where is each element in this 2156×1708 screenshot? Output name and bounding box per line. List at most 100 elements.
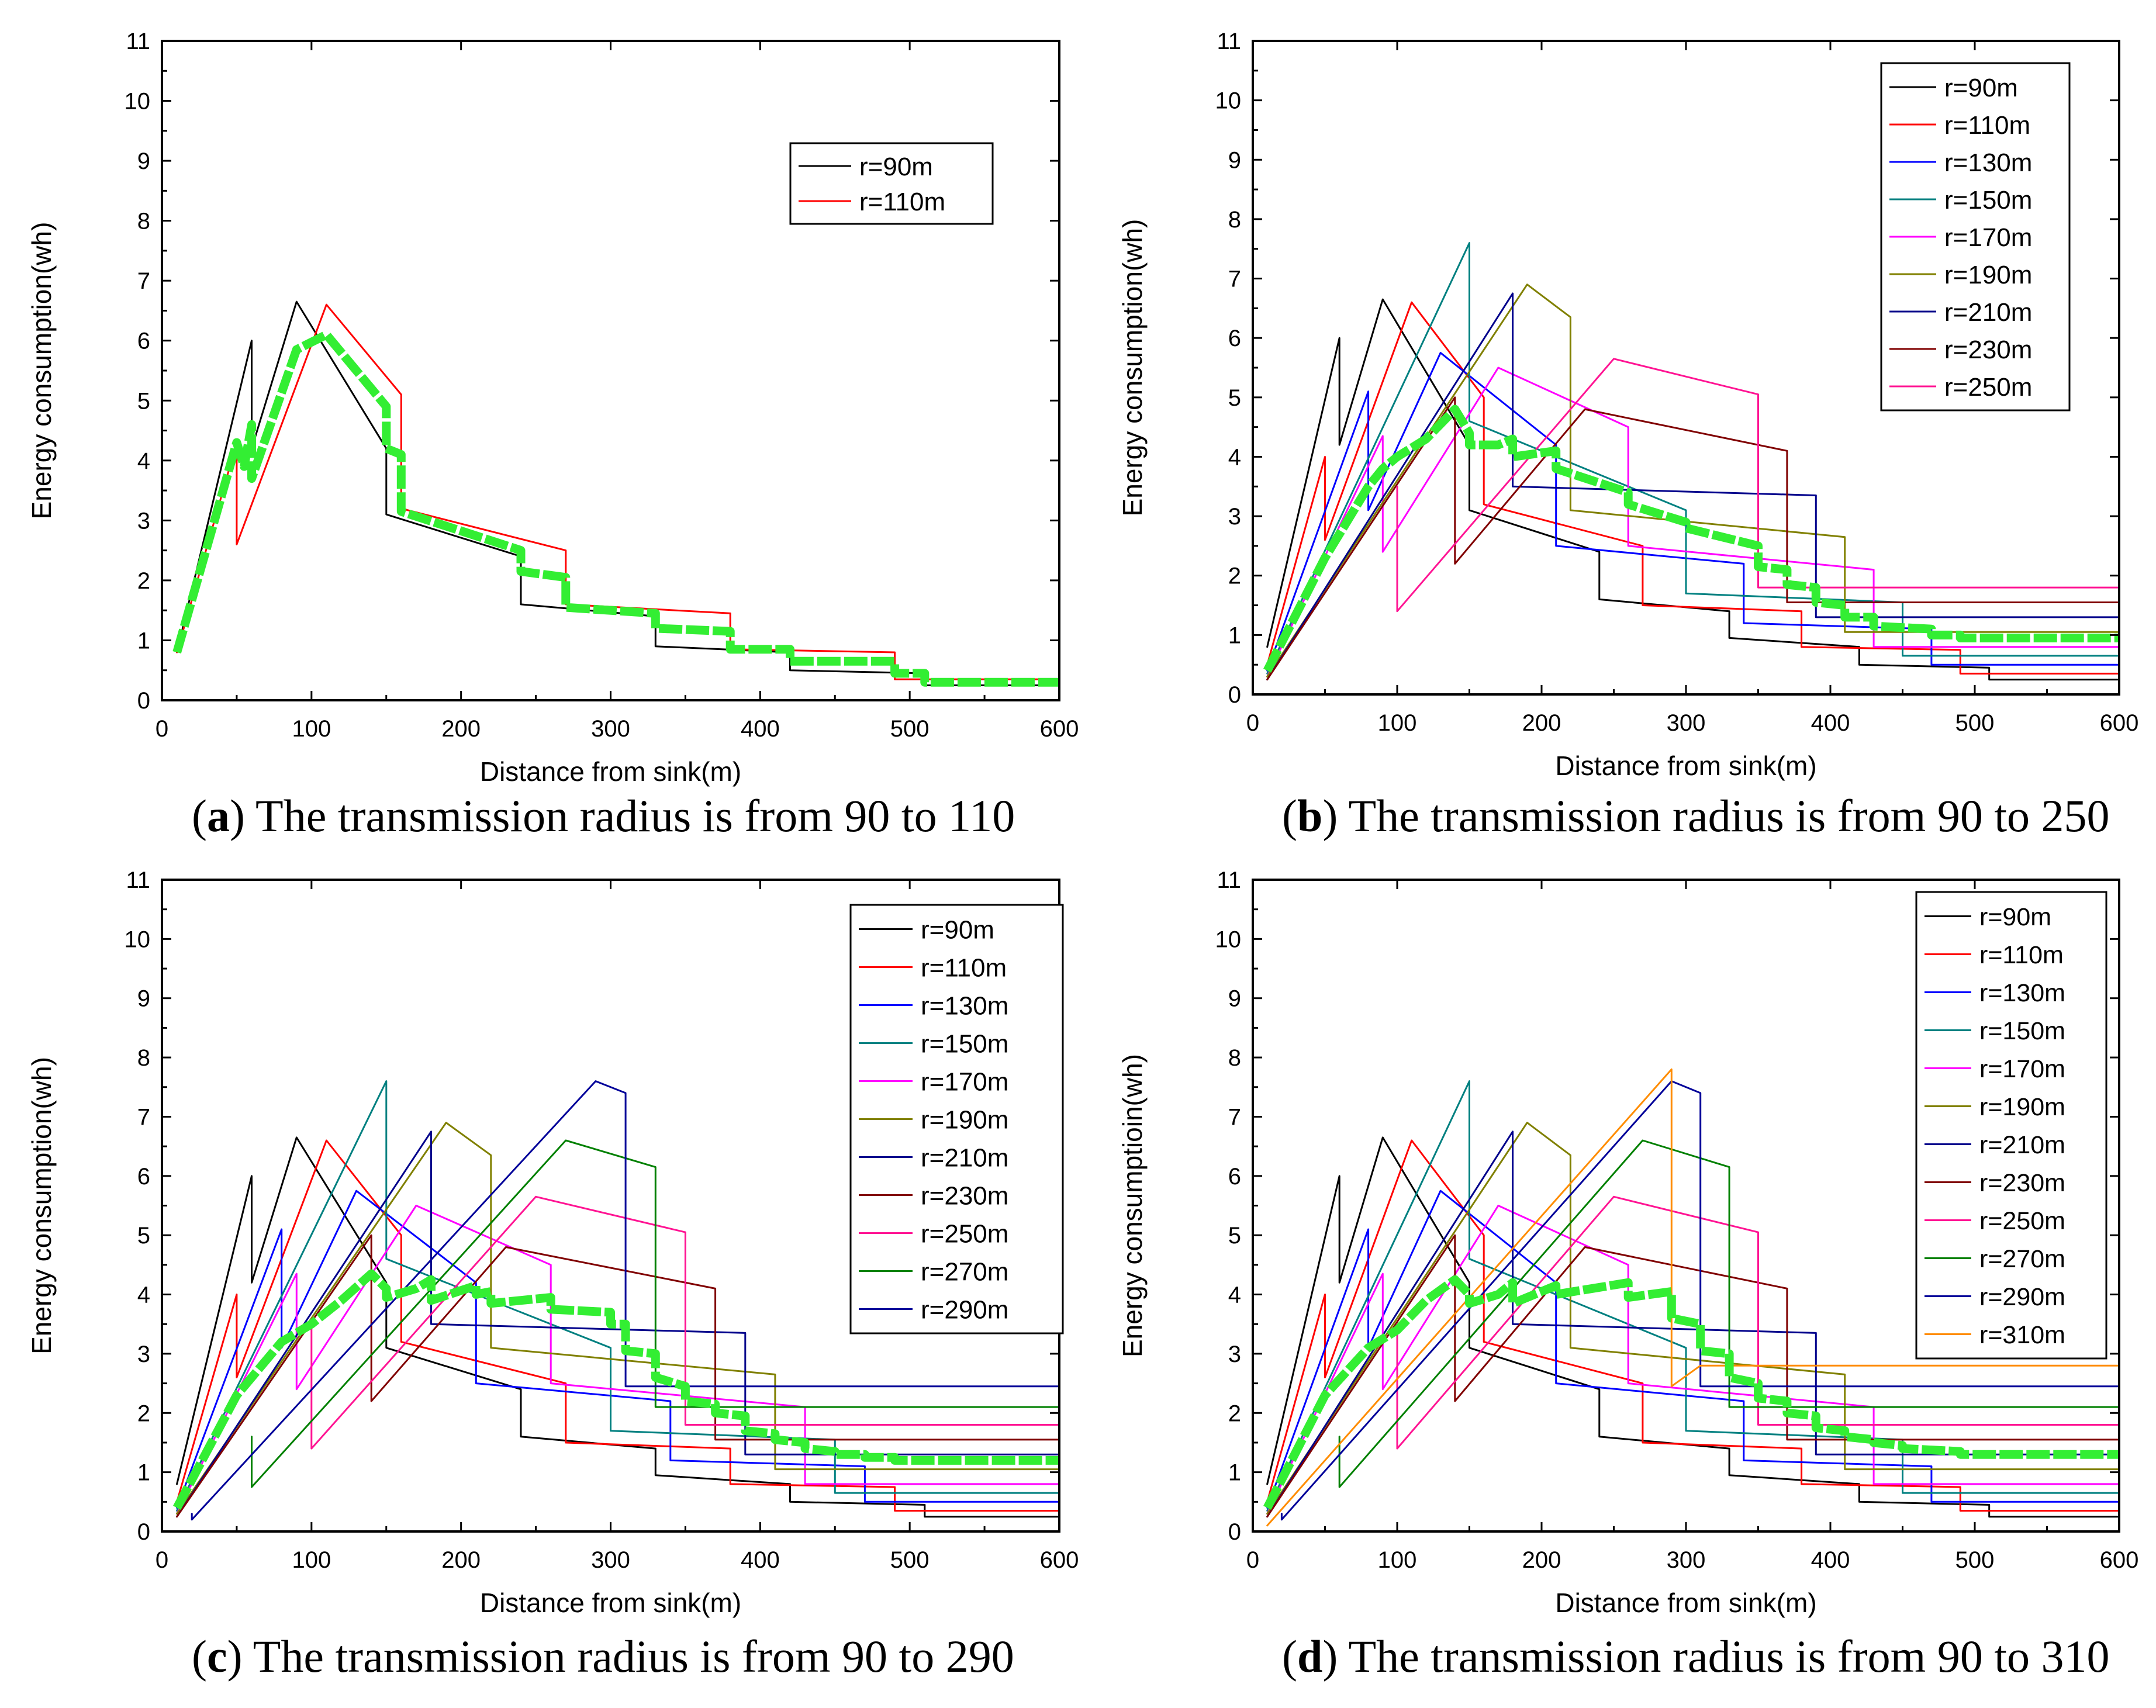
y-tick-label: 5 — [1228, 1223, 1241, 1249]
y-tick-label: 10 — [125, 926, 151, 952]
x-tick-label: 600 — [1040, 716, 1079, 742]
y-tick-label: 8 — [1228, 1045, 1241, 1071]
y-tick-label: 9 — [1228, 147, 1241, 173]
chart-a: 0 100 200 300 400 500 600 0 1 2 3 4 5 6 7 8 9 10 11 Distanc… — [26, 29, 1079, 841]
chart-b: 0 100 200 300 400 500 600 0 1 2 3 4 5 6 7 8 9 10 11 Distanc… — [1117, 29, 2138, 841]
legend-label: r=250m — [1944, 373, 2032, 402]
legend-label: r=170m — [921, 1067, 1008, 1096]
legend-label: r=210m — [921, 1143, 1008, 1172]
y-tick-label: 10 — [125, 89, 151, 115]
legend-label: r=190m — [1944, 261, 2032, 289]
x-tick-label: 100 — [292, 1547, 331, 1573]
x-axis-label: Distance from sink(m) — [1555, 751, 1816, 781]
y-tick-label: 0 — [1228, 682, 1241, 708]
series-optimal-line — [1263, 1275, 2119, 1510]
series-group — [1263, 1068, 2119, 1527]
series-line-r90m — [1266, 298, 2119, 681]
x-tick-label: 400 — [1811, 1547, 1850, 1573]
series-line-r90m — [1266, 1136, 2119, 1518]
x-tick-label: 0 — [156, 716, 168, 742]
legend-label: r=130m — [1979, 979, 2065, 1007]
series-line-r90m — [176, 1136, 1059, 1518]
legend-label: r=90m — [1944, 74, 2018, 102]
series-line-r90m — [176, 300, 1059, 686]
y-tick-label: 2 — [1228, 563, 1241, 589]
legend-label: r=90m — [1979, 903, 2051, 931]
chart-d: 0 100 200 300 400 500 600 0 1 2 3 4 5 6 7 8 9 10 11 Distanc… — [1117, 867, 2138, 1682]
y-tick-label: 1 — [1228, 1460, 1241, 1486]
series-line-r190m — [1266, 1122, 2119, 1515]
y-tick-label: 6 — [1228, 326, 1241, 351]
legend-box — [789, 142, 994, 225]
series-group — [1263, 242, 2119, 681]
y-tick-label: 4 — [1228, 1282, 1241, 1308]
y-tick-label: 4 — [1228, 444, 1241, 470]
caption-letter: c — [207, 1631, 227, 1682]
x-tick-label: 100 — [292, 716, 331, 742]
legend-label: r=90m — [921, 915, 994, 944]
legend-label: r=170m — [1944, 223, 2032, 252]
y-tick-label: 7 — [1228, 267, 1241, 292]
x-tick-label: 200 — [1522, 710, 1561, 736]
x-tick-label: 200 — [1522, 1547, 1561, 1573]
legend-label: r=250m — [1979, 1207, 2065, 1235]
x-tick-label: 0 — [1246, 710, 1259, 736]
legend-label: r=190m — [1979, 1093, 2065, 1121]
x-tick-label: 300 — [591, 1547, 630, 1573]
legend-label: r=150m — [921, 1029, 1008, 1058]
y-tick-label: 8 — [1228, 207, 1241, 233]
series-line-r230m — [1266, 1234, 2119, 1518]
y-tick-label: 0 — [137, 688, 150, 714]
legend-label: r=110m — [1979, 941, 2064, 969]
legend-label: r=230m — [1979, 1169, 2065, 1197]
series-line-r130m — [1266, 352, 2119, 672]
series-group — [172, 300, 1059, 687]
legend-label: r=130m — [1944, 148, 2032, 177]
legend-label: r=270m — [1979, 1245, 2065, 1273]
y-tick-label: 5 — [137, 1223, 150, 1249]
y-tick-label: 11 — [1217, 867, 1241, 893]
y-tick-label: 8 — [137, 1045, 150, 1071]
x-tick-label: 500 — [1955, 1547, 1995, 1573]
y-tick-label: 9 — [137, 148, 150, 174]
legend-label: r=190m — [921, 1105, 1008, 1134]
y-tick-label: 9 — [137, 986, 150, 1012]
y-tick-label: 11 — [126, 867, 150, 893]
x-tick-label: 200 — [441, 1547, 481, 1573]
legend-label: r=210m — [1979, 1131, 2065, 1159]
series-line-r110m — [176, 303, 1059, 680]
x-axis-label: Distance from sink(m) — [480, 1588, 741, 1618]
series-line-r110m — [1266, 301, 2119, 675]
y-tick-label: 6 — [137, 1164, 150, 1190]
y-tick-label: 3 — [137, 508, 150, 534]
x-tick-label: 100 — [1378, 1547, 1417, 1573]
series-line-r110m — [176, 1139, 1059, 1512]
caption-text: ) The transmission radius is from 90 to … — [1322, 1631, 2109, 1682]
panel-caption: (a) The transmission radius is from 90 t… — [192, 790, 1015, 841]
series-line-r190m — [176, 1122, 1059, 1515]
y-tick-label: 2 — [137, 568, 150, 594]
series-optimal-line — [172, 1269, 1059, 1510]
y-tick-label: 6 — [1228, 1164, 1241, 1190]
y-tick-label: 0 — [1228, 1519, 1241, 1545]
y-tick-label: 1 — [137, 628, 150, 654]
legend-label: r=230m — [1944, 336, 2032, 364]
y-tick-label: 1 — [1228, 623, 1241, 648]
legend-label: r=90m — [859, 153, 933, 181]
y-axis-label: Energy consumption(wh) — [1117, 219, 1148, 517]
y-tick-label: 8 — [137, 209, 150, 234]
series-line-r210m — [1266, 1130, 2119, 1518]
x-tick-label: 500 — [1955, 710, 1995, 736]
series-line-r290m — [1280, 1080, 2119, 1521]
x-tick-label: 400 — [741, 1547, 780, 1573]
legend-label: r=150m — [1944, 186, 2032, 215]
caption-letter: b — [1297, 790, 1322, 841]
y-tick-label: 2 — [137, 1401, 150, 1426]
legend-label: r=310m — [1979, 1321, 2065, 1349]
series-optimal-line — [172, 330, 1059, 687]
legend-label: r=250m — [921, 1219, 1008, 1248]
series-line-r310m — [1266, 1068, 2119, 1527]
x-tick-label: 300 — [591, 716, 630, 742]
x-tick-label: 500 — [890, 1547, 930, 1573]
x-tick-label: 500 — [890, 716, 930, 742]
